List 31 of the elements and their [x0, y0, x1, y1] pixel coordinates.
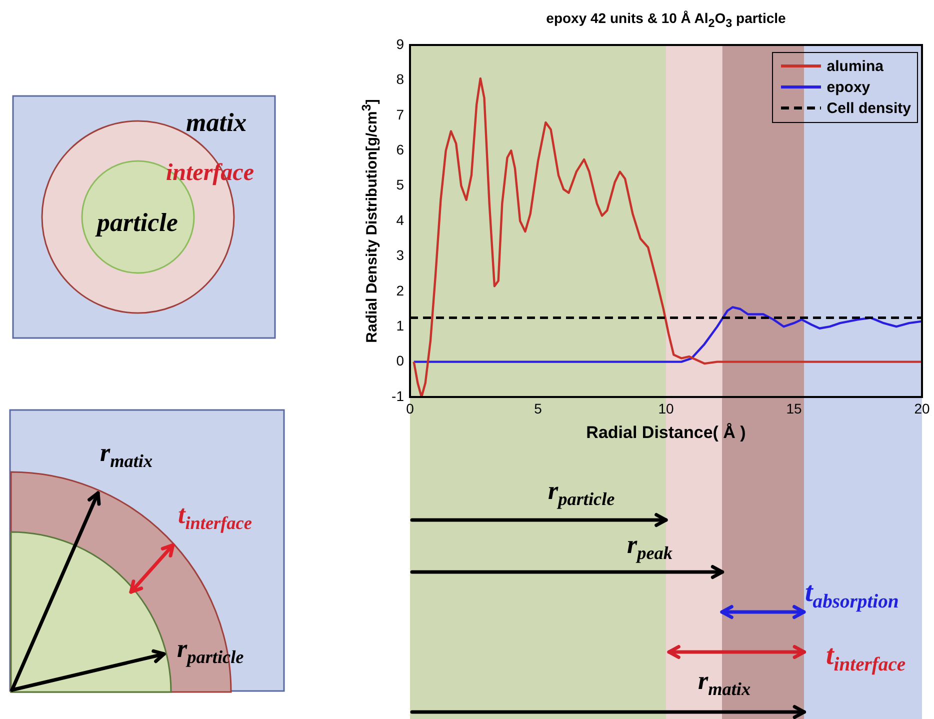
y-tick-label: 8	[396, 71, 404, 88]
y-tick-label: 4	[396, 212, 404, 228]
text: r$_{particle}$	[177, 634, 244, 668]
x-tick-label: 10	[658, 400, 674, 416]
x-tick-label: 15	[786, 400, 802, 416]
x-tick-label: 20	[914, 400, 930, 416]
y-tick-label: 3	[396, 247, 404, 264]
y-tick-label: 7	[396, 106, 404, 122]
legend-label: epoxy	[826, 79, 870, 96]
text: matix	[186, 108, 247, 138]
text: r$_{particle}$	[548, 476, 615, 510]
chart-title: epoxy 42 units & 10 Å Al$_{2}$O$_{3}$ particle	[546, 10, 786, 30]
text: t$_{absorption}$	[805, 577, 899, 614]
text: t$_{interface}$	[178, 500, 252, 534]
y-tick-label: 5	[396, 176, 404, 193]
legend-label: Cell density	[826, 100, 911, 117]
text: r$_{matix}$	[698, 666, 751, 700]
y-tick-label: 6	[396, 141, 404, 158]
y-tick-label: 1	[396, 317, 404, 334]
x-axis-title: Radial Distance( Å )	[586, 423, 746, 443]
y-tick-label: 9	[396, 36, 404, 52]
text: r$_{peak}$	[627, 530, 672, 564]
text: r$_{matix}$	[100, 438, 153, 472]
y-tick-label: -1	[392, 388, 404, 404]
y-tick-label: 0	[396, 352, 404, 369]
text: t$_{interface}$	[826, 640, 906, 677]
text: particle	[97, 208, 178, 238]
x-tick-label: 5	[534, 400, 542, 416]
x-tick-label: 0	[406, 400, 414, 416]
legend-label: alumina	[826, 58, 884, 75]
y-tick-label: 2	[396, 282, 404, 298]
